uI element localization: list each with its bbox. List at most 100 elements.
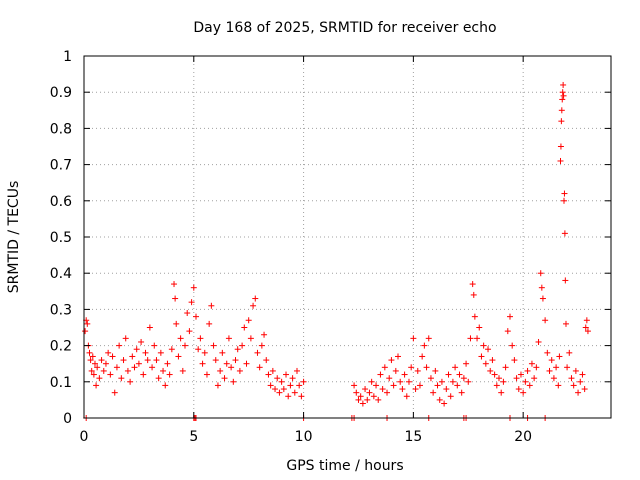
data-point: [90, 371, 97, 378]
data-point: [381, 364, 388, 371]
data-point: [221, 375, 228, 382]
data-point: [241, 324, 248, 331]
data-point: [160, 367, 167, 374]
data-point: [513, 375, 520, 382]
data-point: [524, 367, 531, 374]
data-point: [199, 360, 206, 367]
data-point: [283, 371, 290, 378]
data-point: [168, 346, 175, 353]
chart-title: Day 168 of 2025, SRMTID for receiver ech…: [193, 20, 496, 36]
data-point: [561, 190, 568, 197]
data-point: [421, 342, 428, 349]
data-point: [522, 378, 529, 385]
data-point: [351, 382, 358, 389]
data-point: [582, 324, 589, 331]
data-point: [116, 342, 123, 349]
data-point: [476, 324, 483, 331]
data-point: [272, 386, 279, 393]
data-point: [528, 360, 535, 367]
data-point: [140, 371, 147, 378]
data-point: [478, 353, 485, 360]
data-point: [96, 375, 103, 382]
data-point: [443, 386, 450, 393]
data-point: [357, 393, 364, 400]
data-point: [562, 277, 569, 284]
data-points: [82, 81, 591, 421]
data-point: [151, 342, 158, 349]
data-point: [509, 342, 516, 349]
data-point: [278, 378, 285, 385]
data-point: [445, 371, 452, 378]
y-tick-label: 0.9: [50, 85, 72, 101]
data-point: [531, 375, 538, 382]
data-point: [86, 349, 93, 356]
data-point: [538, 284, 545, 291]
data-point: [465, 378, 472, 385]
data-point: [182, 342, 189, 349]
data-point: [558, 118, 565, 125]
data-point: [535, 338, 542, 345]
data-point: [386, 375, 393, 382]
data-point: [82, 328, 89, 335]
data-point: [557, 143, 564, 150]
data-point: [410, 335, 417, 342]
data-point: [252, 295, 259, 302]
data-point: [438, 378, 445, 385]
data-point: [408, 364, 415, 371]
data-point: [177, 335, 184, 342]
data-point: [89, 353, 96, 360]
data-point: [557, 157, 564, 164]
axis-ticks: [83, 55, 611, 419]
data-point: [502, 364, 509, 371]
data-point: [131, 364, 138, 371]
data-point: [566, 349, 573, 356]
data-point: [368, 378, 375, 385]
data-point: [559, 96, 566, 103]
data-point: [375, 396, 382, 403]
data-point: [166, 371, 173, 378]
y-tick-label: 0.4: [50, 266, 72, 282]
x-tick-labels: 0 5 10 15 20: [80, 429, 533, 445]
y-tick-label: 0.1: [50, 375, 72, 391]
y-tick-label: 0: [63, 411, 72, 427]
data-point: [146, 324, 153, 331]
data-point: [366, 389, 373, 396]
x-axis-title: GPS time / hours: [286, 458, 403, 474]
data-point: [219, 349, 226, 356]
data-point: [572, 367, 579, 374]
data-point: [138, 338, 145, 345]
data-point: [559, 89, 566, 96]
data-point: [105, 349, 112, 356]
data-point: [432, 367, 439, 374]
data-point: [179, 367, 186, 374]
data-point: [127, 378, 134, 385]
data-point: [425, 335, 432, 342]
data-point: [399, 386, 406, 393]
y-tick-label: 0.5: [50, 230, 72, 246]
data-point: [390, 382, 397, 389]
data-point: [129, 353, 136, 360]
data-point: [217, 367, 224, 374]
data-point: [480, 342, 487, 349]
data-point: [452, 364, 459, 371]
data-point: [584, 328, 591, 335]
data-point: [581, 386, 588, 393]
data-point: [122, 335, 129, 342]
data-point: [504, 328, 511, 335]
data-point: [441, 400, 448, 407]
data-point: [149, 364, 156, 371]
data-point: [197, 335, 204, 342]
data-point: [113, 364, 120, 371]
data-point: [392, 367, 399, 374]
data-point: [201, 349, 208, 356]
data-point: [511, 357, 518, 364]
data-point: [184, 310, 191, 317]
data-point: [485, 346, 492, 353]
data-point: [223, 360, 230, 367]
data-point: [539, 295, 546, 302]
data-point: [377, 371, 384, 378]
data-point: [482, 360, 489, 367]
data-point: [373, 382, 380, 389]
data-point: [474, 335, 481, 342]
